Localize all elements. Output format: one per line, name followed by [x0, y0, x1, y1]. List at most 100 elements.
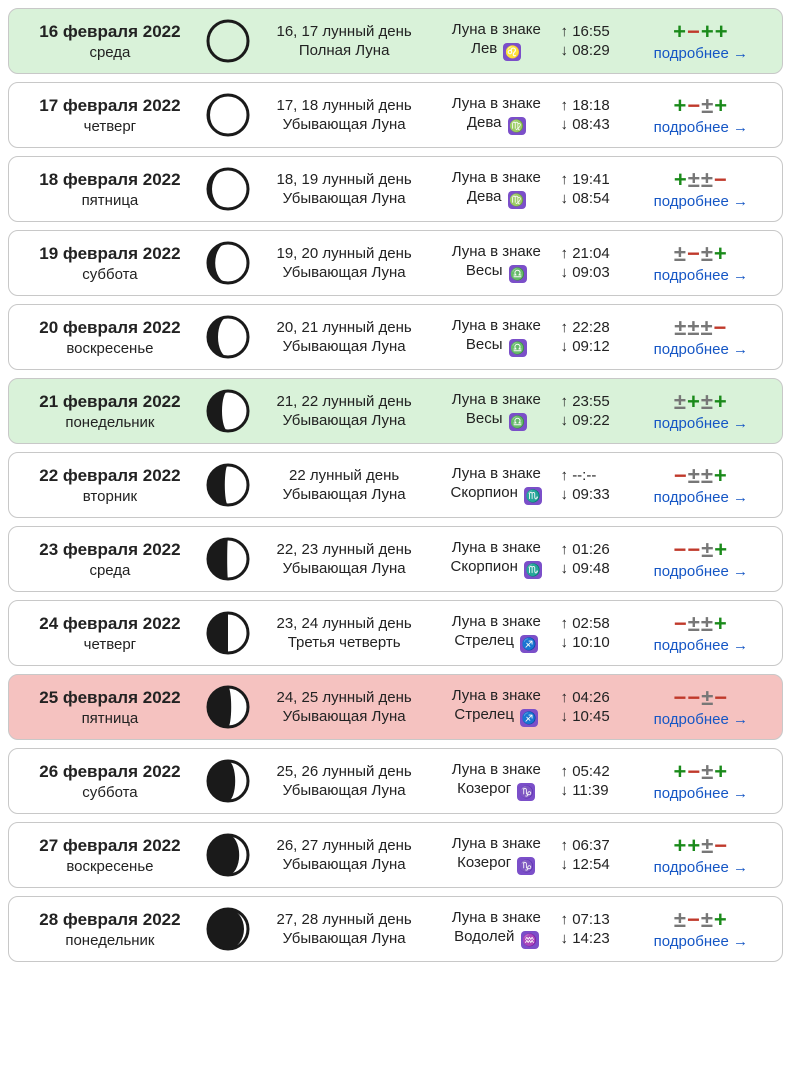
moon-phase-icon [199, 685, 256, 729]
phase-cell: 27, 28 лунный день Убывающая Луна [256, 911, 432, 947]
time-cell: ↑ 06:37 ↓ 12:54 [561, 837, 632, 873]
moonrise-text: ↑ 22:28 [561, 319, 632, 336]
moonrise-text: ↑ 18:18 [561, 97, 632, 114]
rating-symbols: +±±− [632, 169, 770, 191]
calendar-row[interactable]: 20 февраля 2022 воскресенье 20, 21 лунны… [8, 304, 783, 370]
date-cell: 22 февраля 2022 вторник [21, 466, 199, 505]
weekday-text: суббота [21, 784, 199, 801]
sign-label: Луна в знаке [432, 391, 560, 408]
moonset-text: ↓ 09:03 [561, 264, 632, 281]
rating-cell: +±±− подробнее → [632, 169, 770, 210]
rating-cell: +−++ подробнее → [632, 21, 770, 62]
weekday-text: суббота [21, 266, 199, 283]
calendar-row[interactable]: 25 февраля 2022 пятница 24, 25 лунный де… [8, 674, 783, 740]
moonrise-text: ↑ 21:04 [561, 245, 632, 262]
details-link[interactable]: подробнее → [632, 415, 770, 432]
moonset-text: ↓ 09:22 [561, 412, 632, 429]
rating-cell: ±−±+ подробнее → [632, 243, 770, 284]
time-cell: ↑ 22:28 ↓ 09:12 [561, 319, 632, 355]
moonset-text: ↓ 08:43 [561, 116, 632, 133]
time-cell: ↑ 21:04 ↓ 09:03 [561, 245, 632, 281]
phase-cell: 17, 18 лунный день Убывающая Луна [256, 97, 432, 133]
rating-symbols: −−±+ [632, 539, 770, 561]
calendar-row[interactable]: 26 февраля 2022 суббота 25, 26 лунный де… [8, 748, 783, 814]
rating-symbols: +−±+ [632, 761, 770, 783]
time-cell: ↑ 01:26 ↓ 09:48 [561, 541, 632, 577]
lunar-day-text: 26, 27 лунный день [256, 837, 432, 854]
calendar-row[interactable]: 23 февраля 2022 среда 22, 23 лунный день… [8, 526, 783, 592]
date-text: 21 февраля 2022 [21, 392, 199, 412]
date-cell: 21 февраля 2022 понедельник [21, 392, 199, 431]
calendar-row[interactable]: 16 февраля 2022 среда 16, 17 лунный день… [8, 8, 783, 74]
date-text: 18 февраля 2022 [21, 170, 199, 190]
rating-cell: +−±+ подробнее → [632, 95, 770, 136]
lunar-day-text: 25, 26 лунный день [256, 763, 432, 780]
moonrise-text: ↑ 04:26 [561, 689, 632, 706]
calendar-row[interactable]: 17 февраля 2022 четверг 17, 18 лунный де… [8, 82, 783, 148]
details-link[interactable]: подробнее → [632, 489, 770, 506]
moonrise-text: ↑ 05:42 [561, 763, 632, 780]
rating-symbols: ++±− [632, 835, 770, 857]
phase-cell: 16, 17 лунный день Полная Луна [256, 23, 432, 59]
rating-symbols: ±−±+ [632, 909, 770, 931]
lunar-day-text: 24, 25 лунный день [256, 689, 432, 706]
lunar-day-text: 22, 23 лунный день [256, 541, 432, 558]
sign-cell: Луна в знаке Скорпион ♏ [432, 539, 560, 579]
time-cell: ↑ 23:55 ↓ 09:22 [561, 393, 632, 429]
details-link[interactable]: подробнее → [632, 637, 770, 654]
sign-label: Луна в знаке [432, 539, 560, 556]
calendar-row[interactable]: 18 февраля 2022 пятница 18, 19 лунный де… [8, 156, 783, 222]
calendar-row[interactable]: 19 февраля 2022 суббота 19, 20 лунный де… [8, 230, 783, 296]
time-cell: ↑ 02:58 ↓ 10:10 [561, 615, 632, 651]
phase-name-text: Убывающая Луна [256, 486, 432, 503]
details-link[interactable]: подробнее → [632, 859, 770, 876]
moon-phase-icon [199, 241, 256, 285]
weekday-text: понедельник [21, 414, 199, 431]
date-cell: 25 февраля 2022 пятница [21, 688, 199, 727]
details-link[interactable]: подробнее → [632, 45, 770, 62]
moonset-text: ↓ 08:54 [561, 190, 632, 207]
rating-cell: +−±+ подробнее → [632, 761, 770, 802]
phase-name-text: Убывающая Луна [256, 930, 432, 947]
phase-name-text: Убывающая Луна [256, 560, 432, 577]
calendar-row[interactable]: 28 февраля 2022 понедельник 27, 28 лунны… [8, 896, 783, 962]
moon-phase-icon [199, 389, 256, 433]
phase-cell: 18, 19 лунный день Убывающая Луна [256, 171, 432, 207]
details-link[interactable]: подробнее → [632, 933, 770, 950]
phase-name-text: Убывающая Луна [256, 264, 432, 281]
details-link[interactable]: подробнее → [632, 563, 770, 580]
weekday-text: пятница [21, 192, 199, 209]
date-text: 26 февраля 2022 [21, 762, 199, 782]
sign-label: Луна в знаке [432, 761, 560, 778]
date-text: 24 февраля 2022 [21, 614, 199, 634]
calendar-row[interactable]: 27 февраля 2022 воскресенье 26, 27 лунны… [8, 822, 783, 888]
sign-cell: Луна в знаке Весы ♎ [432, 243, 560, 283]
sign-cell: Луна в знаке Скорпион ♏ [432, 465, 560, 505]
sign-cell: Луна в знаке Лев ♌ [432, 21, 560, 61]
calendar-row[interactable]: 22 февраля 2022 вторник 22 лунный день У… [8, 452, 783, 518]
details-link[interactable]: подробнее → [632, 267, 770, 284]
rating-symbols: −±±+ [632, 465, 770, 487]
zodiac-icon: ♒ [521, 931, 539, 949]
sign-cell: Луна в знаке Козерог ♑ [432, 835, 560, 875]
details-link[interactable]: подробнее → [632, 193, 770, 210]
details-link[interactable]: подробнее → [632, 785, 770, 802]
sign-cell: Луна в знаке Стрелец ♐ [432, 687, 560, 727]
calendar-row[interactable]: 24 февраля 2022 четверг 23, 24 лунный де… [8, 600, 783, 666]
details-link[interactable]: подробнее → [632, 119, 770, 136]
sign-label: Луна в знаке [432, 317, 560, 334]
zodiac-icon: ♎ [509, 265, 527, 283]
rating-cell: ±+±+ подробнее → [632, 391, 770, 432]
sign-label: Луна в знаке [432, 909, 560, 926]
details-link[interactable]: подробнее → [632, 341, 770, 358]
moonrise-text: ↑ 02:58 [561, 615, 632, 632]
calendar-row[interactable]: 21 февраля 2022 понедельник 21, 22 лунны… [8, 378, 783, 444]
moonset-text: ↓ 08:29 [561, 42, 632, 59]
phase-name-text: Убывающая Луна [256, 856, 432, 873]
moonrise-text: ↑ --:-- [561, 467, 632, 484]
moonrise-text: ↑ 16:55 [561, 23, 632, 40]
date-cell: 26 февраля 2022 суббота [21, 762, 199, 801]
details-link[interactable]: подробнее → [632, 711, 770, 728]
moonset-text: ↓ 09:33 [561, 486, 632, 503]
rating-symbols: ±+±+ [632, 391, 770, 413]
